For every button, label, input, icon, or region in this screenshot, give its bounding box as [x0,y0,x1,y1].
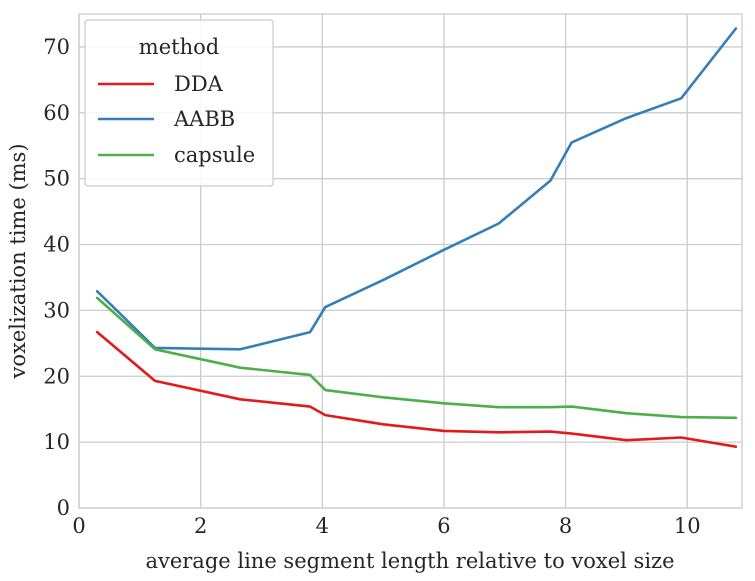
series-line-capsule [95,296,738,420]
y-tick-label: 0 [57,496,70,520]
x-tick-label: 2 [194,514,207,538]
legend-label-aabb: AABB [173,107,235,131]
y-tick-label: 50 [43,167,70,191]
legend-title: method [139,35,219,59]
y-tick-label: 70 [43,35,70,59]
series-line-aabb [95,27,738,351]
y-axis-label: voxelization time (ms) [6,143,30,379]
y-tick-label: 10 [43,430,70,454]
tick-labels: 0 2 4 6 8 10 0 10 20 30 40 50 60 70 [43,35,700,538]
series-lines [95,27,738,449]
x-tick-label: 8 [559,514,572,538]
x-tick-label: 6 [437,514,450,538]
x-axis-label: average line segment length relative to … [145,549,674,573]
y-tick-label: 20 [43,364,70,388]
y-tick-label: 60 [43,101,70,125]
y-tick-label: 40 [43,233,70,257]
x-tick-label: 0 [72,514,85,538]
legend-label-capsule: capsule [174,143,255,167]
y-tick-label: 30 [43,298,70,322]
x-tick-label: 4 [316,514,329,538]
plot-area-frame [78,13,743,509]
legend-label-dda: DDA [174,72,224,96]
x-tick-label: 10 [674,514,701,538]
legend-box [84,19,274,187]
legend: method DDA AABB capsule [84,19,274,187]
series-line-dda [95,330,738,449]
